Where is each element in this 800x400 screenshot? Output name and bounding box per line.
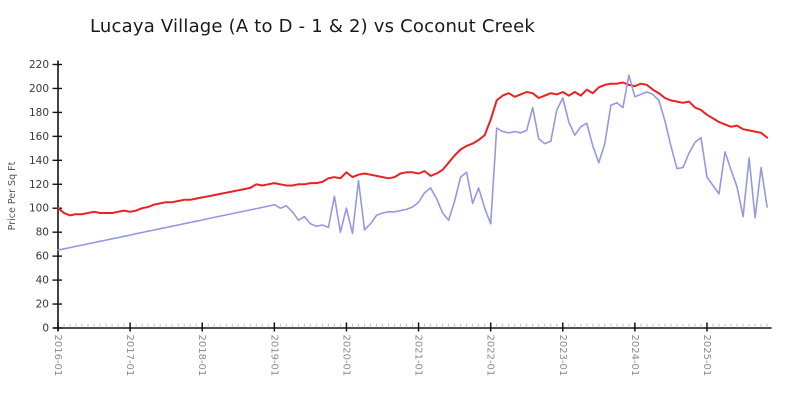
x-tick-label: 2023-01: [557, 335, 568, 377]
y-tick-label: 200: [29, 83, 49, 95]
chart-title: Lucaya Village (A to D - 1 & 2) vs Cocon…: [90, 16, 535, 37]
y-tick-label: 140: [29, 155, 49, 167]
y-tick-label: 120: [29, 179, 49, 191]
y-tick-label: 20: [36, 299, 49, 311]
y-tick-label: 180: [29, 107, 49, 119]
x-tick-label: 2024-01: [629, 335, 640, 377]
y-tick-label: 100: [29, 203, 49, 215]
y-tick-label: 220: [29, 59, 49, 71]
y-tick-label: 60: [36, 251, 49, 263]
axes: 0 20 40 60 80 100 120 140 160 180 200 220 2016-01 201…: [29, 59, 772, 377]
x-tick-label: 2021-01: [413, 335, 424, 377]
series-line-lucaya-village-a-to-d-1-2: [57, 74, 768, 251]
x-tick-label: 2018-01: [196, 335, 207, 377]
y-tick-label: 80: [36, 227, 49, 239]
series-line-coconut-creek: [57, 81, 769, 217]
x-tick-label: 2020-01: [340, 335, 351, 377]
series-lines: [57, 74, 769, 251]
x-tick-label: 2019-01: [268, 335, 279, 377]
x-tick-label: 2025-01: [701, 335, 712, 377]
y-tick-label: 160: [29, 131, 49, 143]
x-tick-label: 2017-01: [124, 335, 135, 377]
y-axis-title: Price Per Sq Ft: [7, 161, 18, 230]
y-tick-label: 0: [42, 323, 49, 335]
x-tick-label: 2016-01: [52, 335, 63, 377]
y-tick-label: 40: [36, 275, 49, 287]
x-tick-label: 2022-01: [485, 335, 496, 377]
